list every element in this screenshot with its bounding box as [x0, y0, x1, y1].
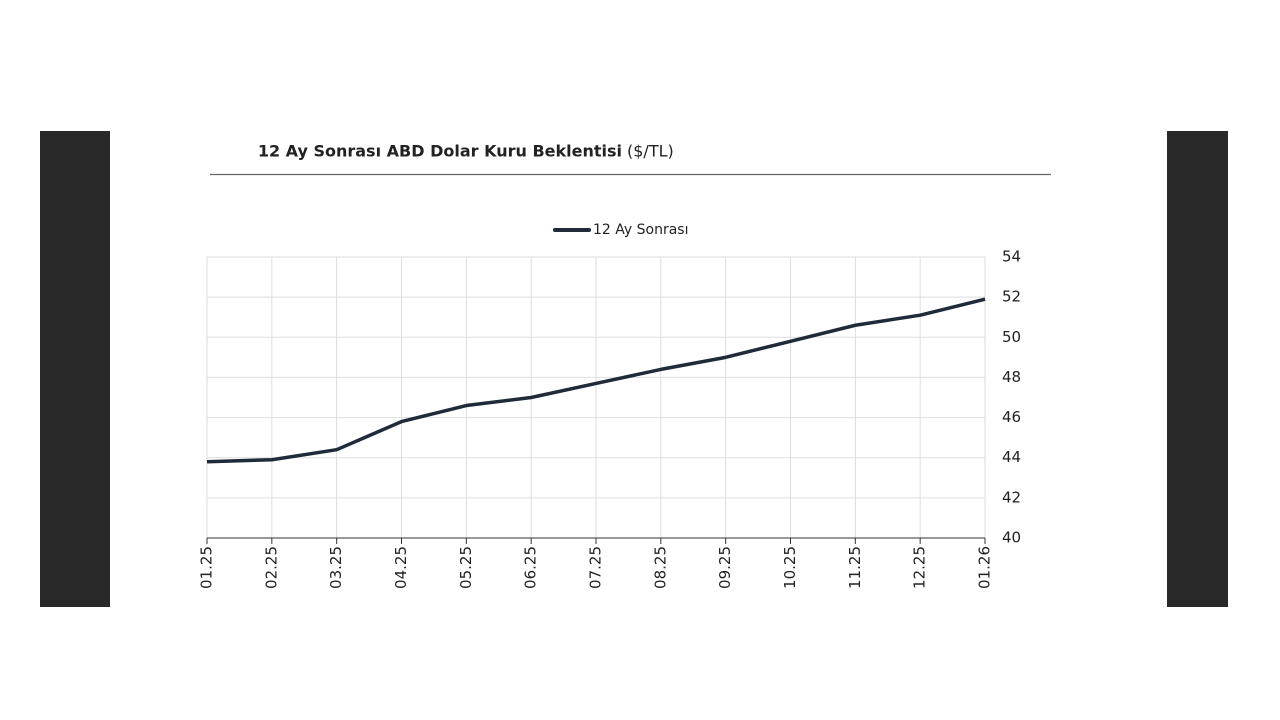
- y-tick-label: 42: [1002, 488, 1021, 506]
- x-tick-label: 08.25: [651, 546, 669, 589]
- side-bar: [1167, 131, 1228, 607]
- line: [206, 297, 986, 464]
- x-tick-label: 10.25: [781, 546, 799, 589]
- x-tick-label: 07.25: [587, 546, 605, 589]
- x-tick-label: 03.25: [327, 546, 345, 589]
- y-tick-label: 48: [1002, 368, 1021, 386]
- chart-title-unit: ($/TL): [627, 142, 674, 161]
- y-tick-label: 52: [1002, 288, 1021, 306]
- legend: 12 Ay Sonrası: [553, 222, 688, 238]
- y-tick-label: 40: [1002, 529, 1021, 547]
- y-tick-label: 46: [1002, 408, 1021, 426]
- x-tick-label: 12.25: [911, 546, 929, 589]
- legend-label: 12 Ay Sonrası: [593, 222, 688, 238]
- y-tick-label: 50: [1002, 328, 1021, 346]
- chart-title: 12 Ay Sonrası ABD Dolar Kuru Beklentisi: [258, 142, 622, 161]
- y-tick-label: 44: [1002, 448, 1021, 466]
- side-bar: [40, 131, 110, 607]
- x-tick-label: 09.25: [716, 546, 734, 589]
- x-tick-label: 06.25: [522, 546, 540, 589]
- x-tick-label: 04.25: [392, 546, 410, 589]
- x-tick-label: 01.26: [976, 546, 994, 589]
- x-tick-label: 05.25: [457, 546, 475, 589]
- x-tick-label: 02.25: [262, 546, 280, 589]
- y-tick-label: 54: [1002, 248, 1021, 266]
- x-tick-label: 11.25: [846, 546, 864, 589]
- x-tick-label: 01.25: [198, 546, 216, 589]
